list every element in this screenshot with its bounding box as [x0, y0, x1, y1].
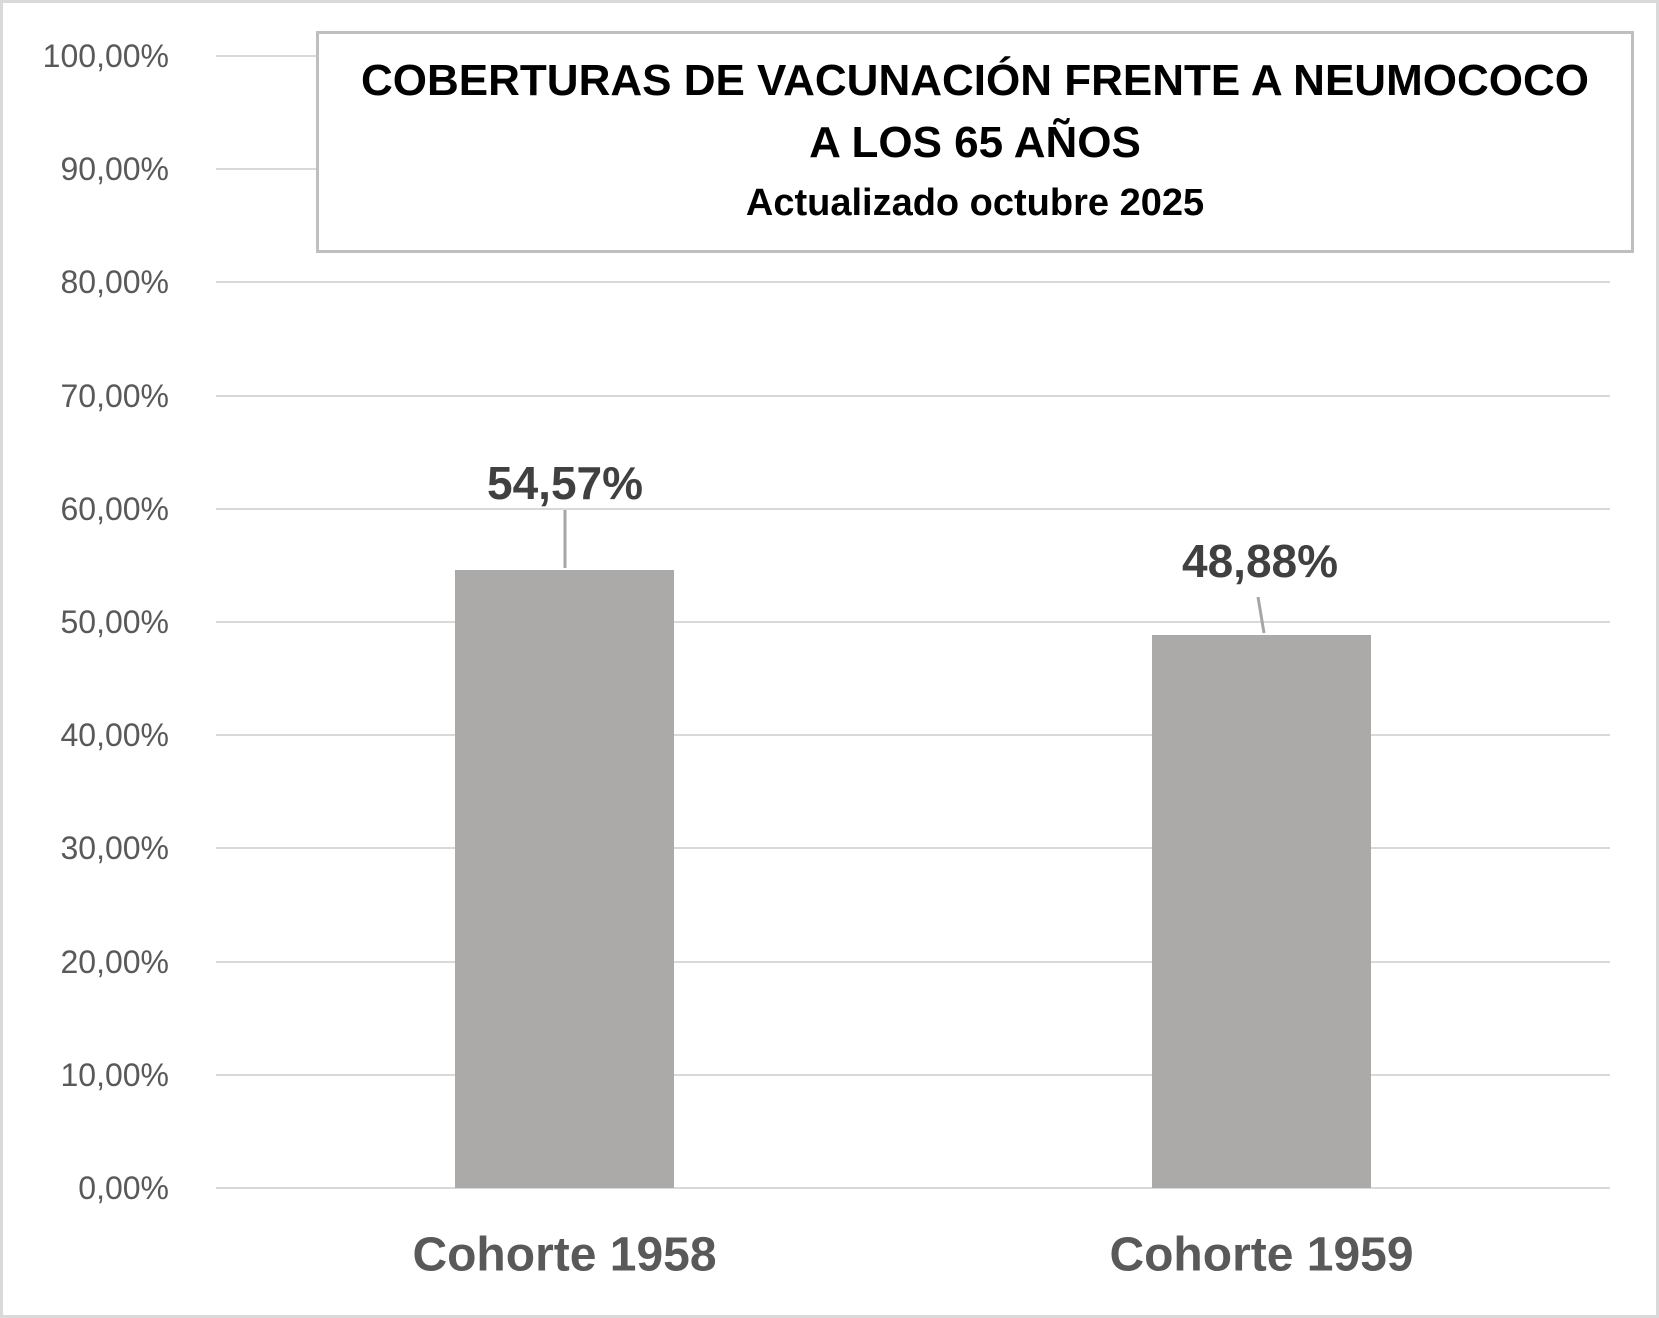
- y-axis-label-70: 70,00%: [60, 377, 169, 414]
- y-gridline-40: [216, 734, 1610, 737]
- y-axis-label-40: 40,00%: [60, 717, 169, 754]
- y-gridline-10: [216, 1073, 1610, 1076]
- y-gridline-60: [216, 507, 1610, 510]
- leader-line-cohorte-1959: [1256, 596, 1266, 634]
- bar-cohorte-1959: [1152, 634, 1371, 1188]
- x-axis-label-cohorte-1958: Cohorte 1958: [412, 1228, 717, 1282]
- y-axis-label-90: 90,00%: [60, 151, 169, 188]
- chart-title-line-2: A LOS 65 AÑOS: [809, 118, 1141, 167]
- chart-title: COBERTURAS DE VACUNACIÓN FRENTE A NEUMOC…: [316, 31, 1634, 253]
- chart-title-line-1: COBERTURAS DE VACUNACIÓN FRENTE A NEUMOC…: [361, 56, 1589, 105]
- y-axis-label-60: 60,00%: [60, 490, 169, 527]
- data-label-cohorte-1959: 48,88%: [1181, 535, 1339, 587]
- chart-title-subtitle: Actualizado octubre 2025: [745, 182, 1205, 224]
- y-gridline-80: [216, 281, 1610, 284]
- data-label-cohorte-1958: 54,57%: [486, 457, 644, 509]
- y-axis-label-0: 0,00%: [78, 1170, 169, 1206]
- y-axis-label-10: 10,00%: [60, 1056, 169, 1093]
- y-gridline-20: [216, 960, 1610, 963]
- x-axis-label-cohorte-1959: Cohorte 1959: [1109, 1228, 1414, 1282]
- y-axis-label-50: 50,00%: [60, 604, 169, 640]
- y-axis-label-100: 100,00%: [42, 38, 169, 74]
- y-axis-label-80: 80,00%: [60, 264, 169, 301]
- bar-cohorte-1958: [455, 570, 674, 1188]
- y-axis-label-20: 20,00%: [60, 943, 169, 980]
- y-axis-label-30: 30,00%: [60, 830, 169, 867]
- y-gridline-30: [216, 847, 1610, 850]
- y-gridline-0: [216, 1187, 1610, 1189]
- y-gridline-50: [216, 621, 1610, 623]
- y-gridline-70: [216, 394, 1610, 397]
